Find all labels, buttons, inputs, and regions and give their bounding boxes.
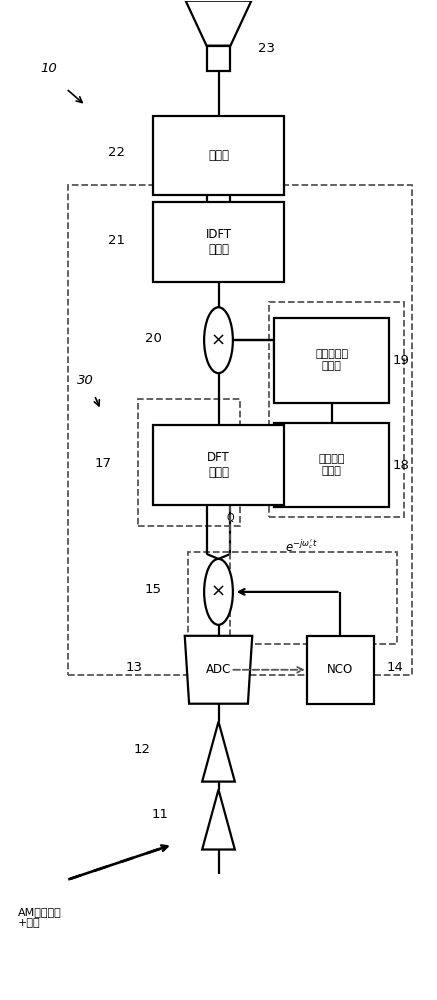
FancyBboxPatch shape [153,202,284,282]
Text: AM广播电波
+噪声: AM广播电波 +噪声 [18,907,62,928]
Text: 23: 23 [258,42,275,55]
Text: Q: Q [227,513,234,523]
Text: 10: 10 [40,62,57,75]
Text: 14: 14 [386,661,403,674]
FancyBboxPatch shape [274,423,389,507]
Text: I: I [205,513,208,523]
Text: 30: 30 [77,374,94,387]
Text: 振幅频谱
计算部: 振幅频谱 计算部 [319,454,345,476]
Text: $e^{-j\omega_c^{\prime}t}$: $e^{-j\omega_c^{\prime}t}$ [285,539,318,555]
Text: 19: 19 [393,354,409,367]
Polygon shape [202,722,235,782]
Text: 11: 11 [151,808,168,821]
Text: 22: 22 [108,146,125,159]
FancyBboxPatch shape [274,318,389,403]
Text: NCO: NCO [327,663,354,676]
Text: 21: 21 [108,234,125,247]
Text: 解调部: 解调部 [208,149,229,162]
Text: Q: Q [227,203,234,213]
Circle shape [204,307,233,373]
Text: 不对称分量
检测部: 不对称分量 检测部 [315,349,348,371]
Text: 15: 15 [145,583,162,596]
Polygon shape [185,636,252,704]
Text: IDFT
执行部: IDFT 执行部 [205,228,232,256]
Text: ×: × [211,583,226,601]
Text: 18: 18 [393,459,409,472]
FancyBboxPatch shape [207,46,230,71]
Text: 12: 12 [134,743,151,756]
Text: 17: 17 [95,457,112,470]
Text: ADC: ADC [206,663,231,676]
FancyBboxPatch shape [153,116,284,195]
Text: 20: 20 [145,332,162,345]
Text: I: I [205,203,208,213]
Text: ×: × [211,331,226,349]
Text: 16: 16 [192,652,209,665]
Polygon shape [202,790,235,850]
Circle shape [204,559,233,625]
Text: DFT
执行部: DFT 执行部 [207,451,230,479]
FancyBboxPatch shape [307,636,374,704]
FancyBboxPatch shape [153,425,284,505]
Polygon shape [186,1,251,46]
Text: 13: 13 [125,661,142,674]
